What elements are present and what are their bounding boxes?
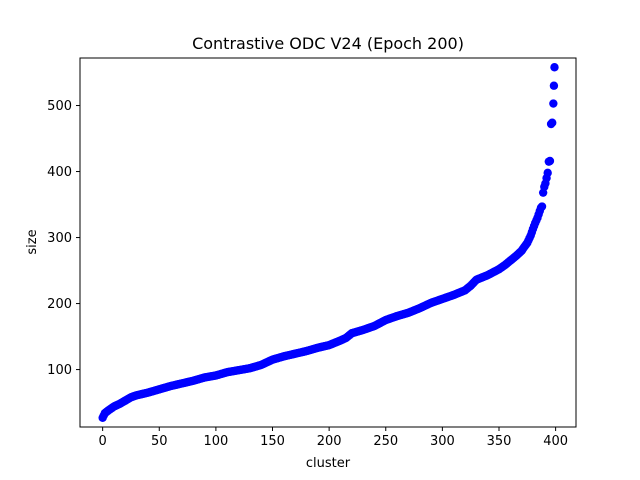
x-tick-label: 150 <box>260 434 285 449</box>
data-point <box>537 202 547 211</box>
y-tick-label: 400 <box>47 165 72 180</box>
y-tick-label: 300 <box>47 231 72 246</box>
data-points <box>98 63 559 422</box>
y-axis-ticks: 100 200 300 400 500 <box>47 99 80 378</box>
y-tick-label: 500 <box>47 99 72 114</box>
x-tick-label: 300 <box>430 434 455 449</box>
plot-frame <box>79 57 577 428</box>
x-tick-label: 250 <box>373 434 398 449</box>
x-tick-label: 50 <box>151 434 168 449</box>
x-tick-label: 200 <box>317 434 342 449</box>
data-point <box>548 118 557 127</box>
data-point <box>549 81 559 90</box>
x-axis-ticks: 0 50 100 150 200 250 300 350 400 <box>99 427 568 449</box>
x-tick-label: 0 <box>99 434 107 449</box>
data-point <box>550 63 559 72</box>
chart-title: Contrastive ODC V24 (Epoch 200) <box>192 34 464 53</box>
data-point <box>545 156 555 166</box>
x-tick-label: 350 <box>487 434 512 449</box>
data-point <box>543 168 552 178</box>
x-axis-label: cluster <box>306 456 351 471</box>
data-point <box>549 99 558 108</box>
y-axis-label: size <box>25 229 40 254</box>
y-tick-label: 200 <box>47 297 72 312</box>
x-tick-label: 100 <box>203 434 228 449</box>
y-tick-label: 100 <box>47 363 72 378</box>
x-tick-label: 400 <box>543 434 568 449</box>
